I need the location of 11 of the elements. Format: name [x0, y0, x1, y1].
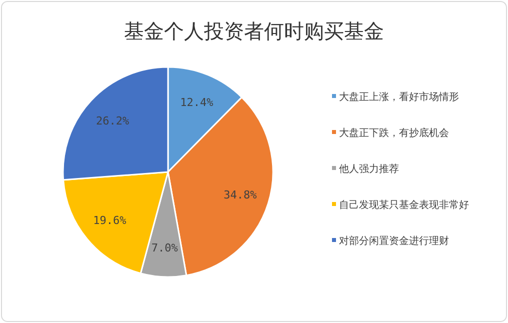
data-label: 34.8%	[224, 188, 258, 202]
legend-label: 大盘正上涨，看好市场情形	[339, 91, 459, 103]
data-label: 26.2%	[96, 114, 130, 128]
legend-label: 自己发现某只基金表现非常好	[339, 199, 469, 211]
chart-title: 基金个人投资者何时购买基金	[124, 19, 384, 43]
data-label: 7.0%	[151, 242, 178, 255]
legend-label: 大盘正下跌，有抄底机会	[339, 127, 449, 139]
data-label: 19.6%	[93, 214, 127, 228]
legend-label: 对部分闲置资金进行理财	[339, 235, 449, 247]
data-label: 12.4%	[180, 96, 214, 110]
legend-label: 他人强力推荐	[339, 163, 399, 175]
